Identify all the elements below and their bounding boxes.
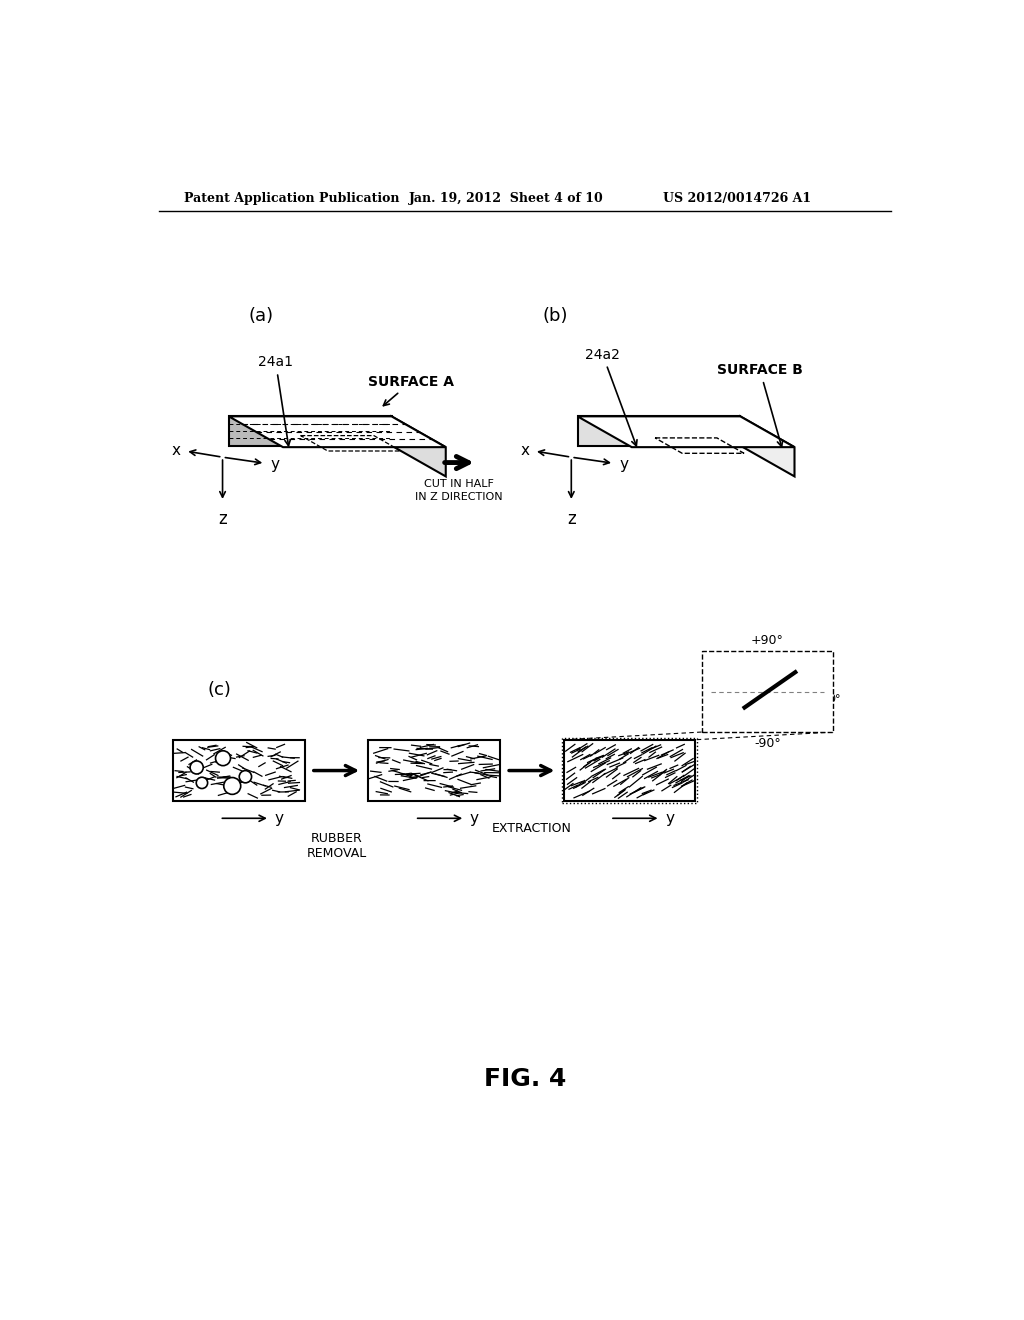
Circle shape [197,777,208,788]
Text: y: y [665,810,674,826]
Circle shape [240,771,252,783]
Text: US 2012/0014726 A1: US 2012/0014726 A1 [663,191,811,205]
Text: (c): (c) [207,681,231,698]
Text: SURFACE B: SURFACE B [717,363,803,446]
Text: z: z [567,510,575,528]
Polygon shape [228,416,391,446]
Polygon shape [740,416,795,477]
Text: x: x [520,442,529,458]
Text: z: z [218,510,227,528]
Bar [369,739,500,801]
Text: x: x [172,442,180,458]
Text: FIG. 4: FIG. 4 [483,1067,566,1090]
Text: CUT IN HALF
IN Z DIRECTION: CUT IN HALF IN Z DIRECTION [415,479,503,502]
Text: (a): (a) [248,308,273,325]
Text: θ: θ [799,656,807,671]
Text: Jan. 19, 2012  Sheet 4 of 10: Jan. 19, 2012 Sheet 4 of 10 [409,191,603,205]
Polygon shape [391,416,445,477]
Polygon shape [578,416,795,447]
Text: y: y [274,810,284,826]
Circle shape [215,751,230,766]
Text: 24a2: 24a2 [586,347,637,446]
Circle shape [190,760,203,774]
Text: SURFACE A: SURFACE A [369,375,455,405]
Polygon shape [228,416,445,447]
Text: y: y [270,457,280,471]
Bar [173,739,305,801]
Text: (b): (b) [543,308,568,325]
Text: 0°: 0° [828,694,841,704]
Bar [562,738,697,803]
Bar [701,651,834,733]
Bar [563,739,695,801]
Text: +90°: +90° [751,634,783,647]
Text: EXTRACTION: EXTRACTION [492,822,571,836]
Text: 24a1: 24a1 [258,355,293,446]
Polygon shape [578,416,740,446]
Text: y: y [620,457,629,471]
Text: -90°: -90° [754,737,780,750]
Circle shape [224,777,241,795]
Text: y: y [470,810,479,826]
Text: RUBBER
REMOVAL: RUBBER REMOVAL [306,832,367,861]
Text: Patent Application Publication: Patent Application Publication [183,191,399,205]
